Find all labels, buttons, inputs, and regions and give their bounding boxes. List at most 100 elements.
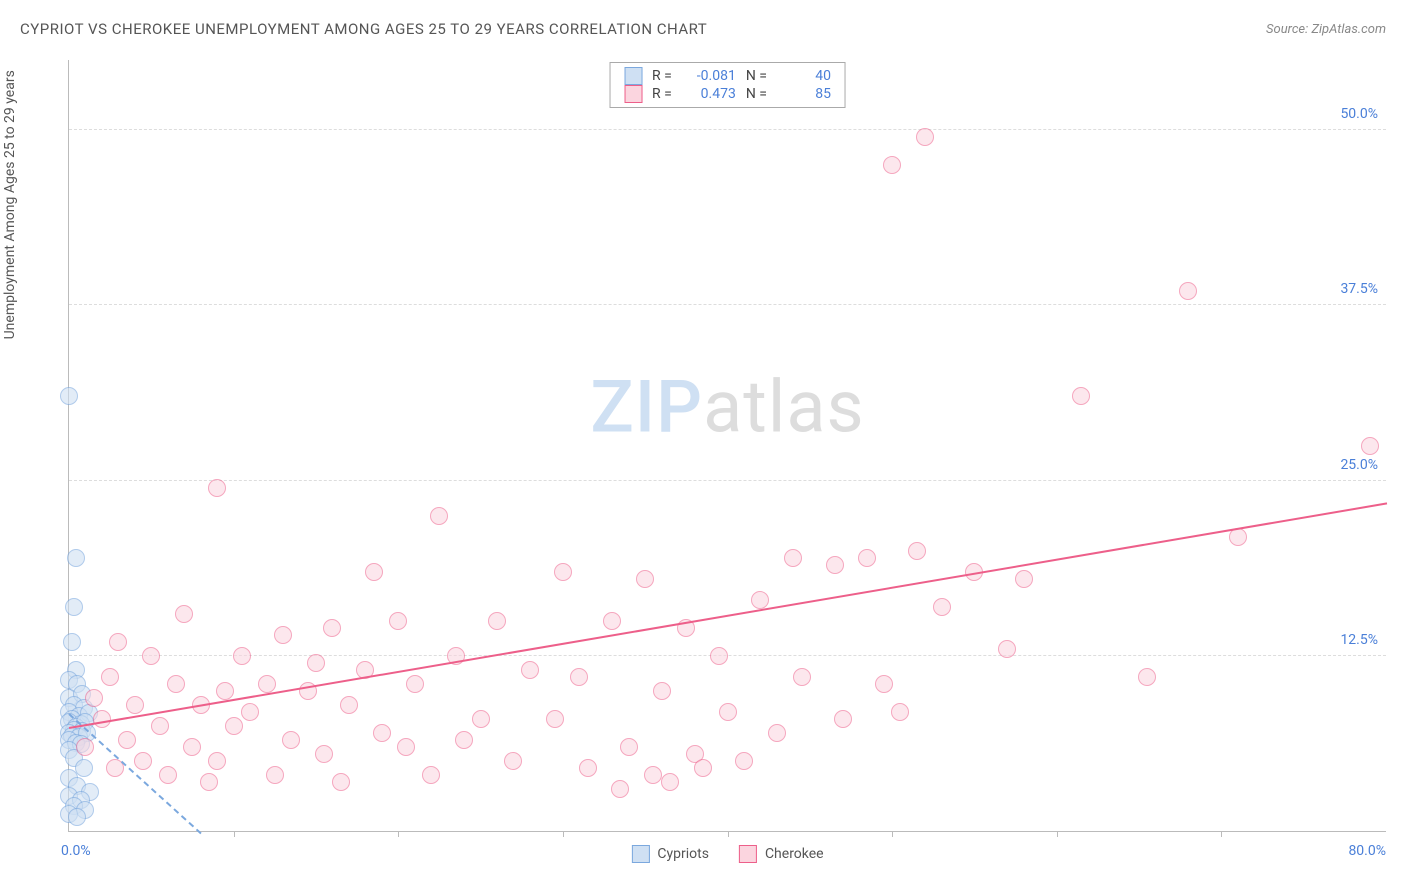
- data-point: [159, 766, 177, 784]
- series-legend: Cypriots Cherokee: [631, 845, 823, 863]
- data-point: [603, 612, 621, 630]
- data-point: [126, 696, 144, 714]
- data-point: [858, 549, 876, 567]
- data-point: [653, 682, 671, 700]
- data-point: [998, 640, 1016, 658]
- data-point: [340, 696, 358, 714]
- data-point: [620, 738, 638, 756]
- stats-row: R = 0.473 N = 85: [624, 85, 831, 103]
- data-point: [793, 668, 811, 686]
- data-point: [916, 128, 934, 146]
- data-point: [611, 780, 629, 798]
- stat-label: R =: [652, 68, 672, 84]
- legend-item: Cherokee: [739, 845, 824, 863]
- x-axis-min-label: 0.0%: [61, 843, 91, 859]
- data-point: [883, 156, 901, 174]
- stat-n-value: 85: [777, 86, 831, 102]
- gridline: [69, 129, 1386, 130]
- data-point: [694, 759, 712, 777]
- data-point: [216, 682, 234, 700]
- data-point: [504, 752, 522, 770]
- x-tick: [398, 831, 399, 837]
- data-point: [472, 710, 490, 728]
- data-point: [710, 647, 728, 665]
- stat-label: N =: [746, 86, 767, 102]
- data-point: [175, 605, 193, 623]
- data-point: [735, 752, 753, 770]
- data-point: [134, 752, 152, 770]
- y-tick-label: 37.5%: [1340, 281, 1378, 297]
- data-point: [307, 654, 325, 672]
- data-point: [908, 542, 926, 560]
- data-point: [200, 773, 218, 791]
- data-point: [315, 745, 333, 763]
- watermark-part1: ZIP: [590, 364, 703, 449]
- data-point: [933, 598, 951, 616]
- x-tick: [892, 831, 893, 837]
- legend-swatch: [624, 67, 642, 85]
- data-point: [68, 808, 86, 826]
- data-point: [570, 668, 588, 686]
- data-point: [63, 633, 81, 651]
- data-point: [183, 738, 201, 756]
- data-point: [751, 591, 769, 609]
- data-point: [644, 766, 662, 784]
- trend-line: [69, 502, 1387, 729]
- data-point: [109, 633, 127, 651]
- data-point: [332, 773, 350, 791]
- legend-label: Cypriots: [657, 846, 709, 862]
- data-point: [891, 703, 909, 721]
- legend-swatch: [739, 845, 757, 863]
- stat-label: N =: [746, 68, 767, 84]
- data-point: [365, 563, 383, 581]
- data-point: [142, 647, 160, 665]
- stat-label: R =: [652, 86, 672, 102]
- x-tick: [1057, 831, 1058, 837]
- data-point: [430, 507, 448, 525]
- plot-area: ZIPatlas R =-0.081N =40R =0.473N =85 Cyp…: [68, 60, 1386, 832]
- data-point: [422, 766, 440, 784]
- data-point: [118, 731, 136, 749]
- data-point: [768, 724, 786, 742]
- chart-title: CYPRIOT VS CHEROKEE UNEMPLOYMENT AMONG A…: [20, 20, 707, 38]
- data-point: [1361, 437, 1379, 455]
- data-point: [233, 647, 251, 665]
- data-point: [1072, 387, 1090, 405]
- data-point: [323, 619, 341, 637]
- data-point: [282, 731, 300, 749]
- data-point: [636, 570, 654, 588]
- source-name: ZipAtlas.com: [1311, 22, 1386, 37]
- data-point: [1015, 570, 1033, 588]
- data-point: [546, 710, 564, 728]
- y-axis-label: Unemployment Among Ages 25 to 29 years: [2, 70, 18, 339]
- data-point: [101, 668, 119, 686]
- stat-n-value: 40: [777, 68, 831, 84]
- y-tick-label: 12.5%: [1340, 632, 1378, 648]
- data-point: [389, 612, 407, 630]
- data-point: [397, 738, 415, 756]
- data-point: [784, 549, 802, 567]
- source-prefix: Source:: [1266, 22, 1311, 37]
- data-point: [241, 703, 259, 721]
- stat-r-value: -0.081: [682, 68, 736, 84]
- y-tick-label: 50.0%: [1340, 106, 1378, 122]
- legend-swatch: [631, 845, 649, 863]
- data-point: [85, 689, 103, 707]
- data-point: [225, 717, 243, 735]
- watermark: ZIPatlas: [590, 364, 864, 449]
- watermark-part2: atlas: [703, 364, 865, 449]
- chart-container: Unemployment Among Ages 25 to 29 years Z…: [20, 60, 1386, 872]
- data-point: [834, 710, 852, 728]
- gridline: [69, 480, 1386, 481]
- data-point: [93, 710, 111, 728]
- data-point: [67, 549, 85, 567]
- data-point: [488, 612, 506, 630]
- legend-label: Cherokee: [765, 846, 824, 862]
- data-point: [373, 724, 391, 742]
- stat-r-value: 0.473: [682, 86, 736, 102]
- data-point: [151, 717, 169, 735]
- data-point: [875, 675, 893, 693]
- data-point: [208, 479, 226, 497]
- data-point: [60, 387, 78, 405]
- data-point: [258, 675, 276, 693]
